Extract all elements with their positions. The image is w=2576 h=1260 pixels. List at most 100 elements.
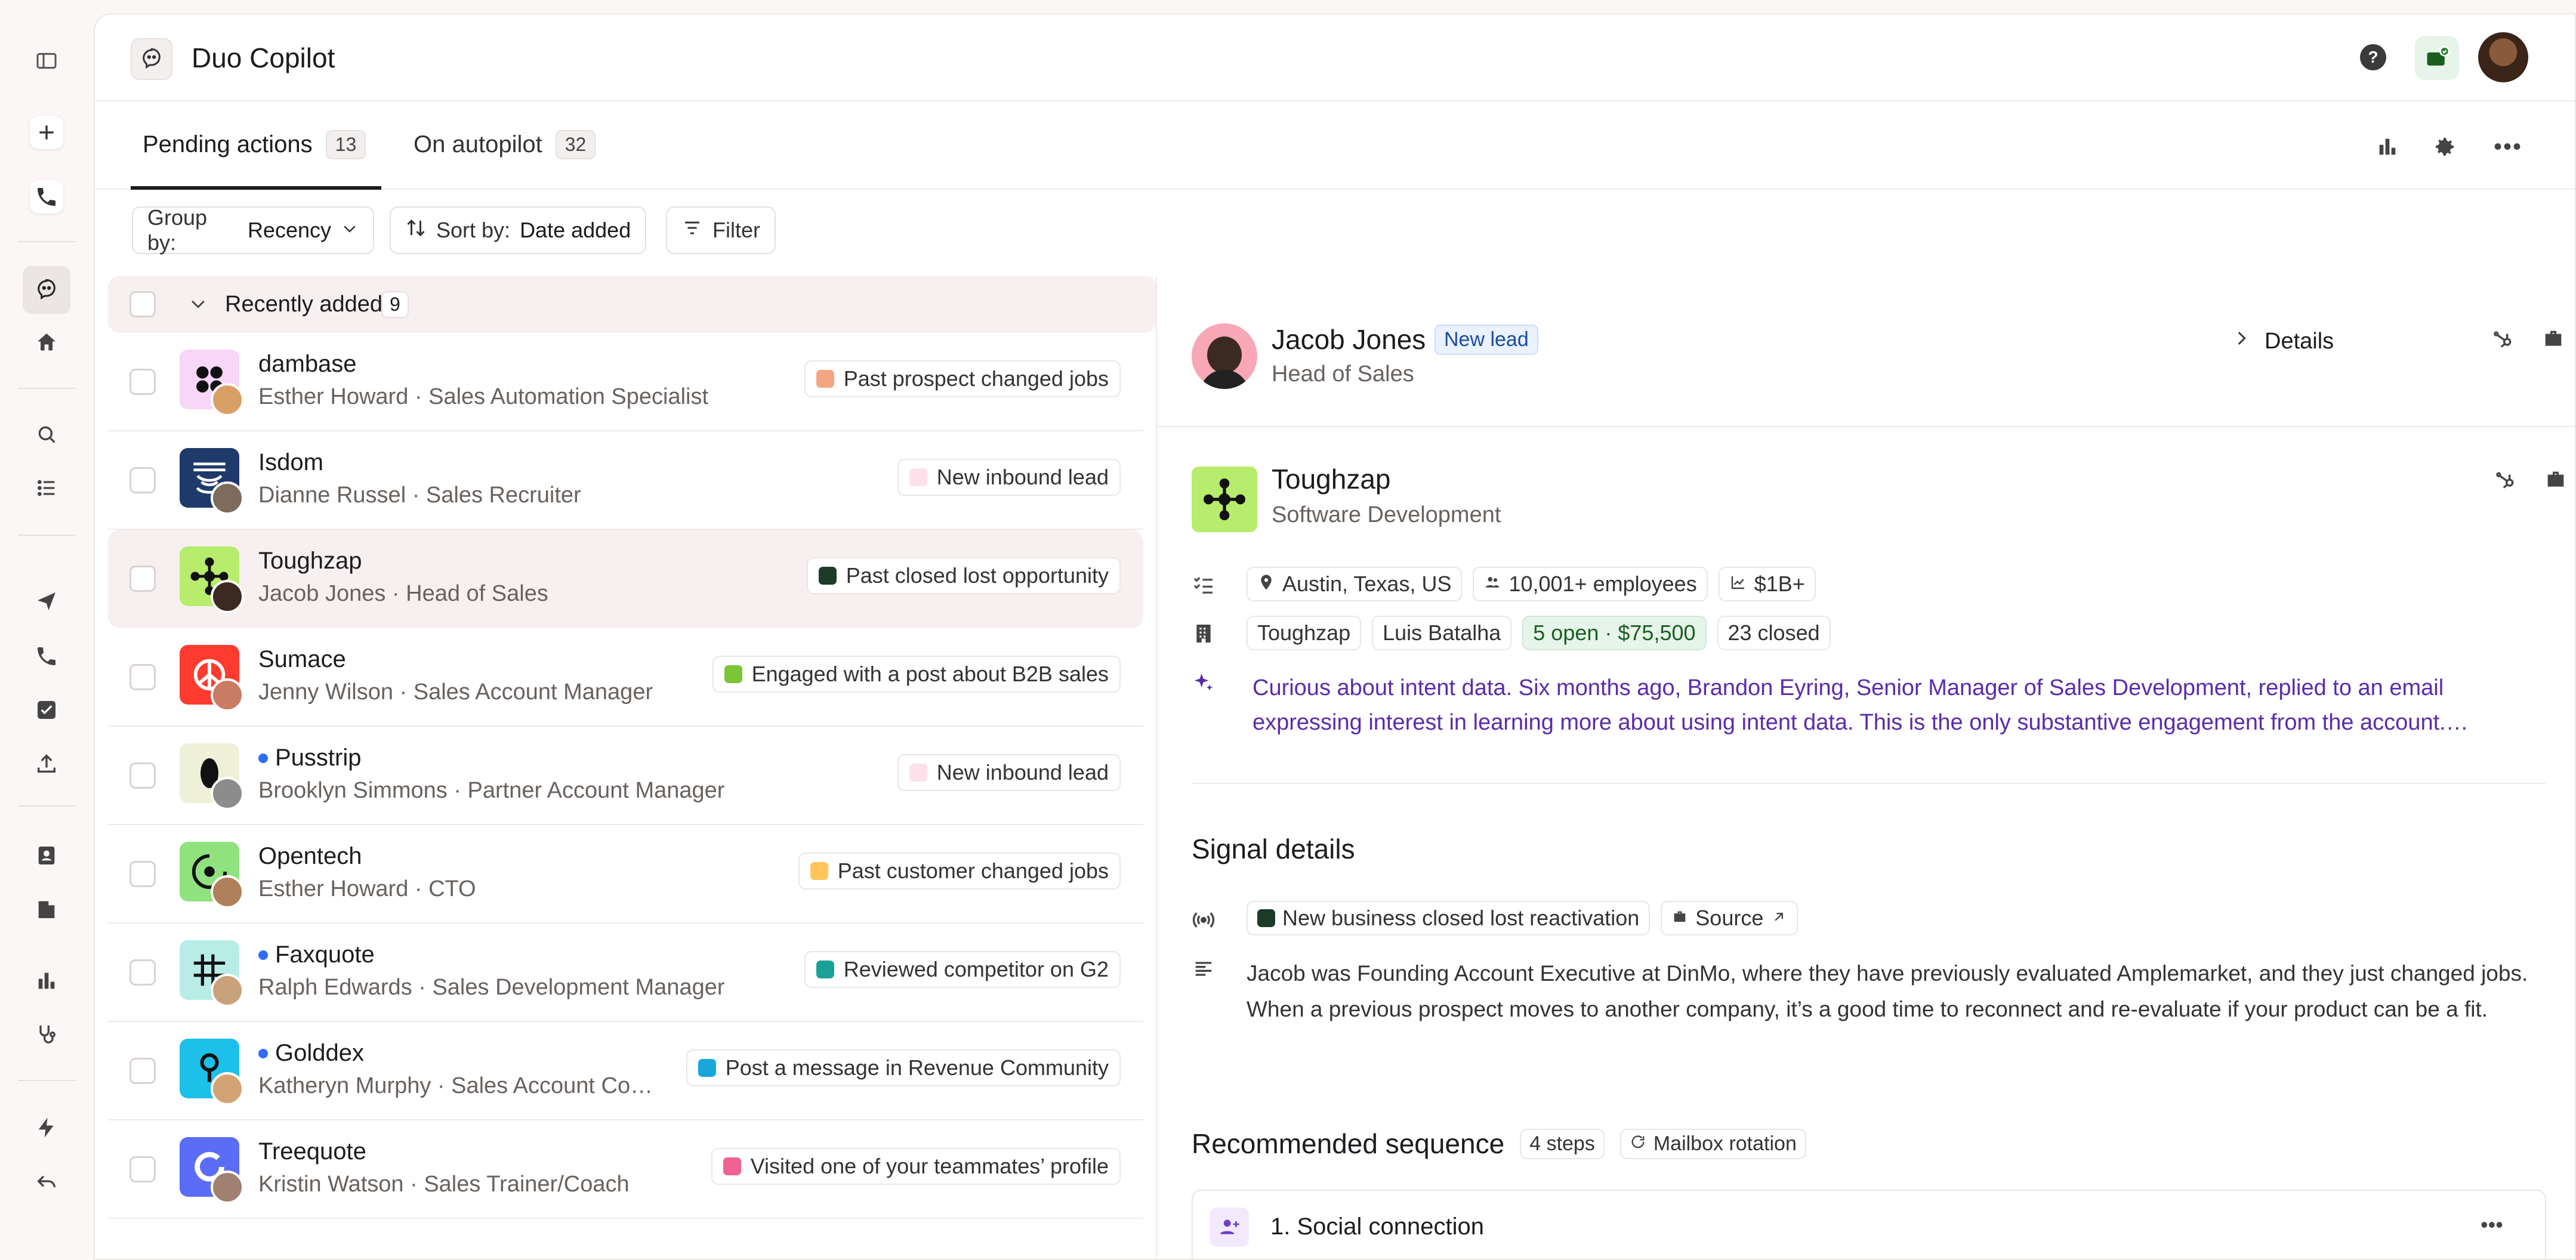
notifications-icon[interactable] xyxy=(2415,36,2459,80)
mailbox-text: Mailbox rotation xyxy=(1653,1132,1797,1155)
hubspot-icon[interactable] xyxy=(2491,327,2515,351)
more-icon[interactable]: ••• xyxy=(2481,1212,2503,1237)
signal-chip: Visited one of your teammates’ profile xyxy=(711,1148,1121,1185)
bolt-icon[interactable] xyxy=(30,1111,63,1144)
contacts-icon[interactable] xyxy=(30,839,63,872)
active-tab-indicator xyxy=(131,186,381,190)
crm-open-chip[interactable]: 5 open · $75,500 xyxy=(1522,616,1707,650)
source-link[interactable]: Source xyxy=(1661,901,1798,935)
lead-row[interactable]: dambase Esther Howard · Sales Automation … xyxy=(108,333,1143,431)
company-text: Faxquote xyxy=(275,941,375,968)
insight-line-2: expressing interest in learning more abo… xyxy=(1252,710,2469,735)
row-checkbox[interactable] xyxy=(129,959,156,986)
search-icon[interactable] xyxy=(30,418,63,451)
row-checkbox[interactable] xyxy=(129,566,156,592)
row-checkbox[interactable] xyxy=(129,467,156,493)
lead-row[interactable]: Faxquote Ralph Edwards · Sales Developmen… xyxy=(108,924,1143,1022)
building-icon[interactable] xyxy=(30,892,63,926)
company-name[interactable]: Toughzap xyxy=(1272,464,1391,495)
row-checkbox[interactable] xyxy=(129,762,156,789)
lead-row[interactable]: Golddex Katheryn Murphy · Sales Account C… xyxy=(108,1022,1143,1120)
bar-chart-icon[interactable] xyxy=(2373,132,2402,161)
company-name: dambase xyxy=(258,351,357,378)
reply-icon[interactable] xyxy=(30,1165,63,1198)
panel-divider xyxy=(1156,277,1157,1259)
home-icon[interactable] xyxy=(30,326,63,359)
hubspot-icon[interactable] xyxy=(2494,468,2518,492)
group-checkbox[interactable] xyxy=(129,291,156,317)
lead-row[interactable]: Sumace Jenny Wilson · Sales Account Manag… xyxy=(108,628,1143,727)
sequence-step-card[interactable]: 1. Social connection ••• xyxy=(1192,1190,2546,1259)
filter-button[interactable]: Filter xyxy=(666,206,776,254)
unread-dot xyxy=(258,1048,268,1058)
gear-icon[interactable] xyxy=(2430,132,2459,161)
mailbox-rotation-chip[interactable]: Mailbox rotation xyxy=(1619,1128,1806,1159)
signal-text: Past prospect changed jobs xyxy=(843,366,1109,391)
ai-insight[interactable]: Curious about intent data. Six months ag… xyxy=(1252,671,2553,740)
lead-row[interactable]: Pusstrip Brooklyn Simmons · Partner Accou… xyxy=(108,727,1143,825)
bar-chart-icon[interactable] xyxy=(30,964,63,998)
group-by-prefix: Group by: xyxy=(147,205,208,255)
contact-info: Esther Howard · Sales Automation Special… xyxy=(258,384,709,409)
help-icon[interactable]: ? xyxy=(2360,44,2386,70)
crm-account-chip[interactable]: Toughzap xyxy=(1247,616,1362,650)
signal-text: Engaged with a post about B2B sales xyxy=(751,662,1109,686)
row-checkbox[interactable] xyxy=(129,861,156,887)
row-checkbox[interactable] xyxy=(129,1058,156,1084)
copilot-nav-icon[interactable] xyxy=(23,266,70,314)
row-checkbox[interactable] xyxy=(129,1156,156,1182)
briefcase-icon[interactable] xyxy=(2544,468,2568,492)
upload-icon[interactable] xyxy=(30,747,63,780)
stethoscope-icon[interactable] xyxy=(30,1018,63,1051)
crm-closed-chip[interactable]: 23 closed xyxy=(1717,616,1831,650)
contact-avatar xyxy=(211,1072,244,1105)
signal-text: Past closed lost opportunity xyxy=(846,563,1109,588)
details-toggle[interactable]: Details xyxy=(2231,328,2334,354)
sidebar-toggle-icon[interactable] xyxy=(30,44,63,78)
list-icon[interactable] xyxy=(30,471,63,505)
briefcase-icon[interactable] xyxy=(2541,327,2565,351)
chevron-down-icon[interactable] xyxy=(188,294,208,320)
signal-swatch xyxy=(816,961,834,978)
contact-avatar xyxy=(211,875,244,909)
new-button[interactable] xyxy=(30,116,63,149)
contact-avatar xyxy=(211,481,244,515)
send-icon[interactable] xyxy=(30,585,63,618)
lead-row[interactable]: Toughzap Jacob Jones · Head of Sales Past … xyxy=(108,530,1143,628)
lead-row[interactable]: Treequote Kristin Watson · Sales Trainer/… xyxy=(108,1120,1143,1219)
sort-by-dropdown[interactable]: Sort by: Date added xyxy=(390,206,647,254)
contact-avatar xyxy=(211,777,244,810)
tab-on-autopilot[interactable]: On autopilot 32 xyxy=(414,130,596,159)
crm-owner-chip[interactable]: Luis Batalha xyxy=(1372,616,1512,650)
contact-name[interactable]: Jacob Jones xyxy=(1272,324,1426,355)
signal-swatch xyxy=(816,370,834,388)
signal-chip: Past customer changed jobs xyxy=(798,853,1121,890)
dialer-button[interactable] xyxy=(30,180,63,214)
lead-row[interactable]: Isdom Dianne Russel · Sales Recruiter New … xyxy=(108,431,1143,530)
signal-swatch xyxy=(909,764,927,782)
company-logo xyxy=(180,1137,239,1197)
group-by-dropdown[interactable]: Group by: Recency xyxy=(132,205,374,255)
row-checkbox[interactable] xyxy=(129,369,156,395)
more-icon[interactable]: ••• xyxy=(2494,133,2523,160)
tab-pending-actions[interactable]: Pending actions 13 xyxy=(143,130,366,159)
tasks-checkbox-icon[interactable] xyxy=(30,693,63,727)
main-panel: Duo Copilot ? Pending actions 13 On auto… xyxy=(94,13,2576,1260)
phone-icon[interactable] xyxy=(30,640,63,673)
unread-dot xyxy=(258,950,268,960)
contact-info: Katheryn Murphy · Sales Account Co… xyxy=(258,1073,653,1098)
row-checkbox[interactable] xyxy=(129,664,156,690)
company-name: Opentech xyxy=(258,843,362,870)
signal-text: New inbound lead xyxy=(936,760,1109,785)
company-name: Faxquote xyxy=(258,941,375,968)
revenue-text: $1B+ xyxy=(1754,572,1805,596)
company-text: dambase xyxy=(258,351,357,377)
add-person-icon xyxy=(1210,1208,1249,1247)
contact-avatar xyxy=(211,580,244,613)
company-name: Pusstrip xyxy=(258,745,362,771)
group-header[interactable]: Recently added 9 xyxy=(108,276,1156,333)
contact-avatar xyxy=(211,383,244,416)
contact-info: Esther Howard · CTO xyxy=(258,876,476,901)
user-avatar[interactable] xyxy=(2478,32,2528,82)
lead-row[interactable]: Opentech Esther Howard · CTO Past customer… xyxy=(108,825,1143,924)
